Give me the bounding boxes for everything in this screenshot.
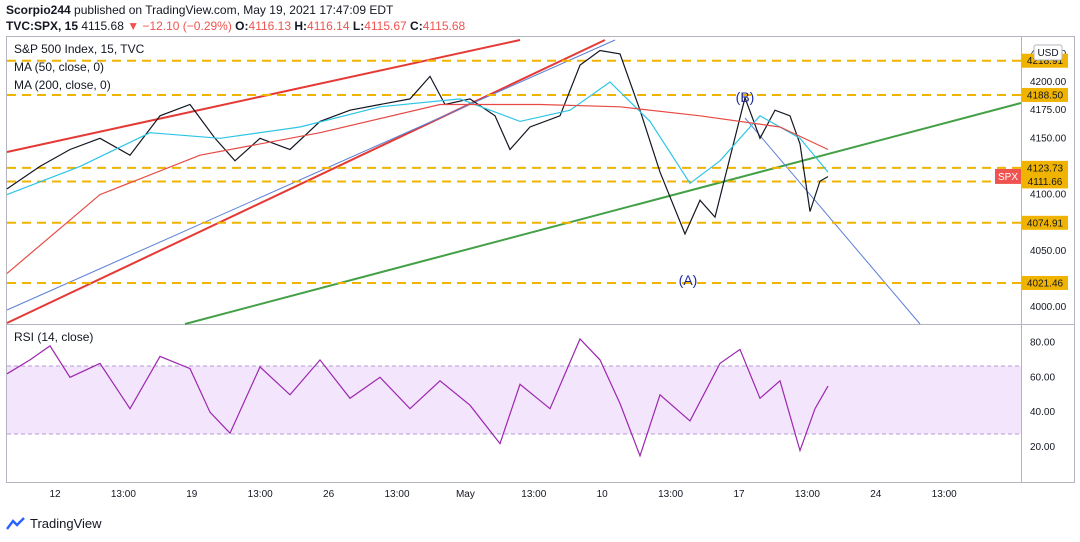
last-price: 4115.68 bbox=[81, 19, 124, 33]
ma200-line bbox=[6, 103, 829, 274]
wave-label-a: (A) bbox=[679, 272, 698, 288]
green-trendline bbox=[184, 102, 1022, 325]
level-tag-label: 4111.66 bbox=[1028, 177, 1063, 188]
rsi-line bbox=[6, 337, 829, 458]
price-tick-label: 4000.00 bbox=[1030, 302, 1067, 313]
footer-brand[interactable]: TradingView bbox=[6, 516, 102, 531]
level-tag-label: 4123.73 bbox=[1027, 163, 1064, 174]
level-tag-label: 4218.91 bbox=[1027, 56, 1064, 67]
level-tag bbox=[1022, 174, 1068, 189]
level-tag-label: 4074.91 bbox=[1027, 218, 1064, 229]
ma50-line bbox=[6, 81, 829, 196]
rsi-band bbox=[7, 366, 1021, 434]
price-change: ▼ −12.10 (−0.29%) bbox=[127, 19, 232, 33]
rsi-tick-label: 40.00 bbox=[1030, 407, 1055, 418]
upper-trendline bbox=[6, 39, 521, 153]
level-tag-label: 4188.50 bbox=[1027, 90, 1064, 101]
high-label: H: bbox=[294, 19, 308, 33]
wave-label-b: (B) bbox=[736, 89, 755, 105]
chart-title[interactable]: S&P 500 Index, 15, TVC bbox=[14, 42, 145, 56]
price-tick-label: 4100.00 bbox=[1030, 190, 1067, 201]
symbol-label: TVC:SPX, 15 bbox=[6, 19, 79, 33]
low-value: 4115.67 bbox=[364, 19, 407, 33]
time-tick-label: 13:00 bbox=[384, 489, 409, 500]
channel-trendline-red bbox=[6, 39, 606, 324]
ma200-legend[interactable]: MA (200, close, 0) bbox=[14, 78, 111, 92]
time-tick-label: 13:00 bbox=[932, 489, 957, 500]
close-value: 4115.68 bbox=[422, 19, 466, 33]
published-text: published on TradingView.com, May 19, 20… bbox=[74, 3, 394, 17]
ma50-legend[interactable]: MA (50, close, 0) bbox=[14, 60, 105, 74]
rsi-legend[interactable]: RSI (14, close) bbox=[14, 330, 94, 344]
level-tag-label: 4021.46 bbox=[1027, 278, 1064, 289]
descending-trendline bbox=[744, 117, 921, 325]
level-tag bbox=[1022, 160, 1068, 175]
time-tick-label: May bbox=[456, 489, 475, 500]
rsi-tick-label: 20.00 bbox=[1030, 442, 1055, 453]
level-tag bbox=[1022, 215, 1068, 230]
time-tick-label: 13:00 bbox=[521, 489, 546, 500]
tradingview-logo-icon bbox=[6, 516, 25, 530]
time-tick-label: 19 bbox=[186, 489, 198, 500]
high-value: 4116.14 bbox=[307, 19, 350, 33]
currency-label: USD bbox=[1037, 48, 1058, 59]
symbol-tag-label: SPX bbox=[998, 172, 1018, 183]
level-tag bbox=[1022, 87, 1068, 102]
time-tick-label: 26 bbox=[323, 489, 335, 500]
time-tick-label: 13:00 bbox=[248, 489, 273, 500]
time-tick-label: 13:00 bbox=[111, 489, 136, 500]
currency-box bbox=[1033, 44, 1063, 61]
publish-info: Scorpio244 published on TradingView.com,… bbox=[6, 3, 393, 17]
rsi-tick-label: 80.00 bbox=[1030, 337, 1055, 348]
rsi-tick-label: 60.00 bbox=[1030, 372, 1055, 383]
time-tick-label: 13:00 bbox=[795, 489, 820, 500]
publisher-name[interactable]: Scorpio244 bbox=[6, 3, 71, 17]
price-tick-label: 4150.00 bbox=[1030, 133, 1067, 144]
level-tag bbox=[1022, 275, 1068, 290]
time-tick-label: 17 bbox=[733, 489, 745, 500]
open-value: 4116.13 bbox=[248, 19, 292, 33]
time-tick-label: 24 bbox=[870, 489, 882, 500]
price-tick-label: 4200.00 bbox=[1030, 77, 1067, 88]
price-tick-label: 4050.00 bbox=[1030, 246, 1067, 257]
time-tick-label: 10 bbox=[597, 489, 609, 500]
open-label: O: bbox=[235, 19, 249, 33]
price-line bbox=[6, 49, 829, 236]
close-label: C: bbox=[410, 19, 423, 33]
symbol-tag bbox=[995, 168, 1021, 184]
time-tick-label: 12 bbox=[49, 489, 61, 500]
footer-brand-label: TradingView bbox=[30, 516, 102, 531]
symbol-info: TVC:SPX, 15 4115.68 ▼ −12.10 (−0.29%) O:… bbox=[6, 19, 465, 33]
time-tick-label: 13:00 bbox=[658, 489, 683, 500]
channel-trendline-blue bbox=[6, 39, 616, 311]
price-tick-label: 4175.00 bbox=[1030, 105, 1067, 116]
low-label: L: bbox=[352, 19, 365, 33]
